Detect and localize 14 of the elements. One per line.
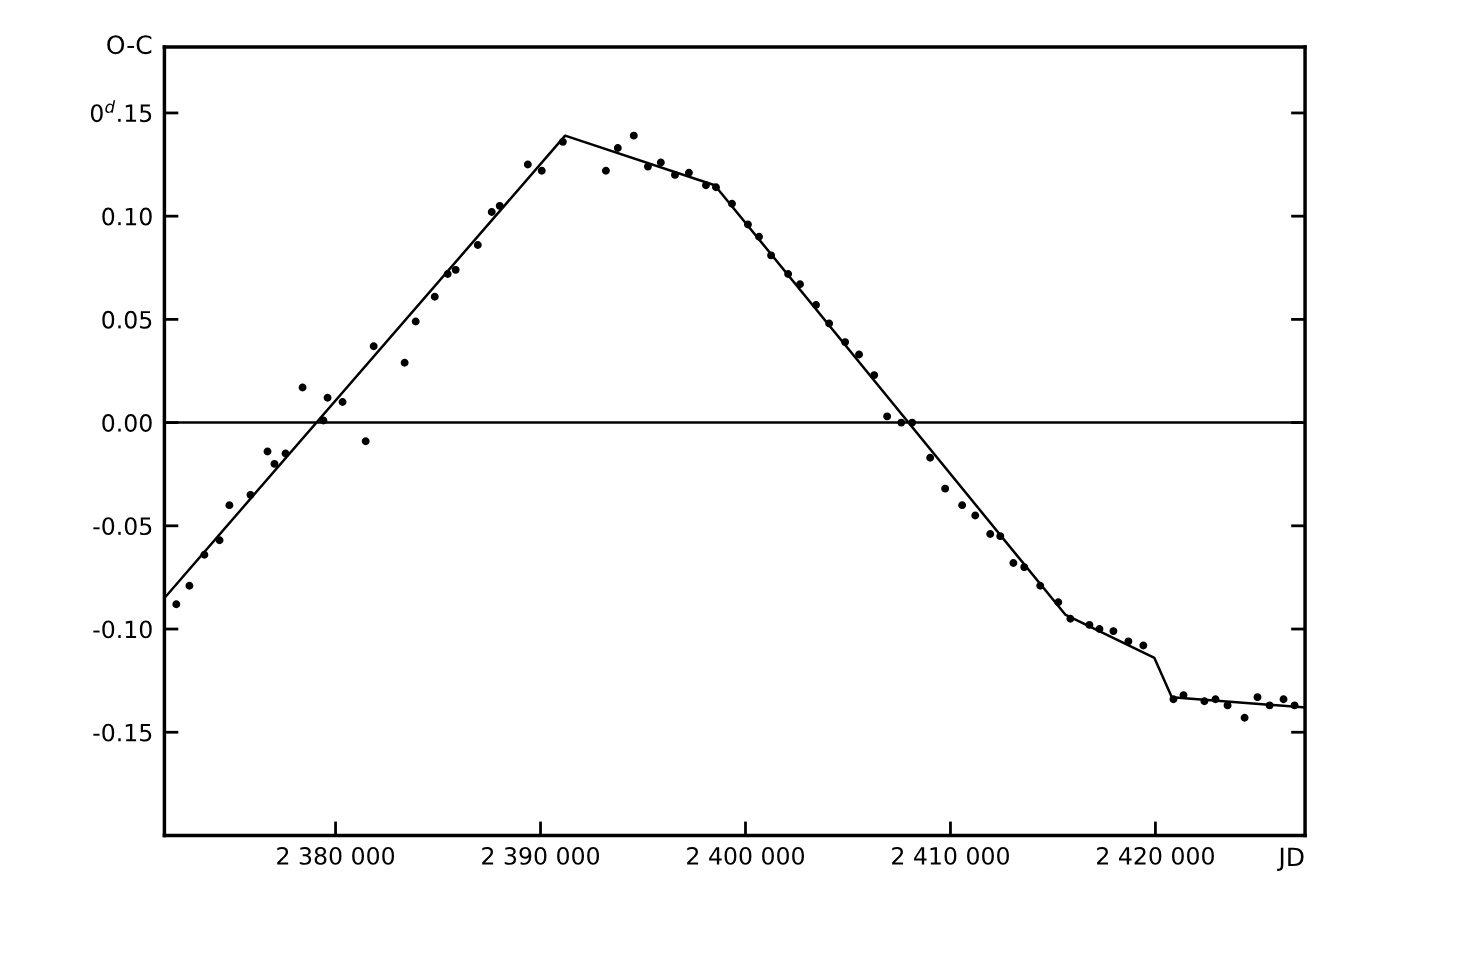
x-tick-label: 2 380 000 xyxy=(277,846,395,865)
y-tick-label: 0.05 xyxy=(102,310,152,329)
x-tick-label: 2 420 000 xyxy=(1097,846,1214,865)
y-tick-label: 0.10 xyxy=(102,207,152,226)
x-tick-label: 2 400 000 xyxy=(687,846,805,865)
y-axis-title: O-C xyxy=(107,35,152,55)
y-tick-label: -0.15 xyxy=(93,723,152,742)
y-tick-label: -0.10 xyxy=(93,620,152,639)
y-tick-label: 0$^{d}$.15 xyxy=(90,100,152,123)
x-axis-title: JD xyxy=(1277,847,1304,871)
y-tick-label: -0.05 xyxy=(93,517,152,536)
y-tick-label: 0.00 xyxy=(102,414,152,432)
x-tick-label: 2 410 000 xyxy=(892,846,1009,865)
x-tick-label: 2 390 000 xyxy=(482,846,600,865)
